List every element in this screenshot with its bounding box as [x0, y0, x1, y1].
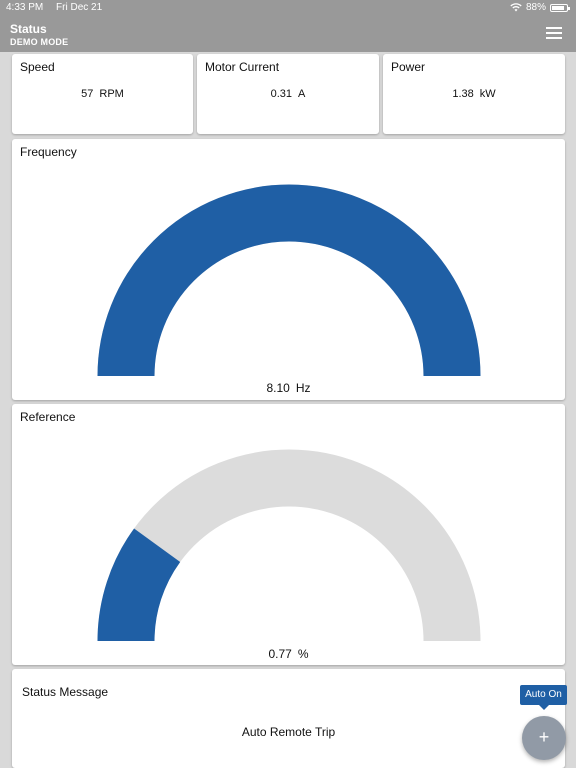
speed-card: Speed 57 RPM [12, 54, 193, 134]
battery-icon [550, 3, 570, 12]
reference-label: Reference [20, 410, 76, 424]
frequency-gauge [97, 184, 481, 377]
reference-unit: % [297, 647, 309, 661]
frequency-card: Frequency 8.10 Hz [12, 139, 565, 400]
motor-current-card: Motor Current 0.31 A [197, 54, 379, 134]
auto-on-badge[interactable]: Auto On [520, 685, 567, 710]
speed-value: 57 [81, 88, 94, 100]
frequency-value: 8.10 [266, 381, 290, 395]
motor-current-value-row: 0.31 A [197, 88, 379, 100]
page-title: Status [10, 22, 47, 36]
clock-date: Fri Dec 21 [56, 2, 103, 13]
speed-label: Speed [20, 60, 55, 74]
speed-value-row: 57 RPM [12, 88, 193, 100]
power-value: 1.38 [452, 88, 474, 100]
power-value-row: 1.38 kW [383, 88, 565, 100]
frequency-value-row: 8.10 Hz [12, 381, 565, 395]
power-label: Power [391, 60, 426, 74]
power-unit: kW [479, 88, 496, 100]
frequency-label: Frequency [20, 145, 77, 159]
frequency-gauge-fill [97, 184, 481, 377]
system-status-bar: 4:33 PM Fri Dec 21 88% [0, 0, 576, 16]
motor-current-unit: A [298, 88, 306, 100]
reference-value-row: 0.77% [12, 647, 565, 661]
motor-current-value: 0.31 [270, 88, 293, 100]
plus-icon: + [538, 727, 550, 747]
battery-percent: 88% [525, 2, 546, 13]
reference-card: Reference 0.77% [12, 404, 565, 665]
clock-time: 4:33 PM [6, 2, 44, 13]
motor-current-label: Motor Current [205, 60, 280, 74]
menu-icon[interactable] [546, 27, 562, 40]
status-message-label: Status Message [22, 685, 109, 699]
mode-subtitle: DEMO MODE [10, 37, 69, 47]
frequency-unit: Hz [295, 381, 311, 395]
app-header: Status DEMO MODE [0, 16, 576, 52]
add-button[interactable]: + [522, 716, 566, 760]
power-card: Power 1.38 kW [383, 54, 565, 134]
reference-gauge [97, 449, 481, 642]
reference-value: 0.77 [268, 647, 292, 661]
wifi-icon [510, 3, 522, 12]
reference-gauge-fill [97, 528, 181, 642]
status-message-card: Status Message Auto Remote Trip [12, 669, 565, 768]
speed-unit: RPM [99, 88, 124, 100]
status-message-value: Auto Remote Trip [241, 725, 336, 739]
